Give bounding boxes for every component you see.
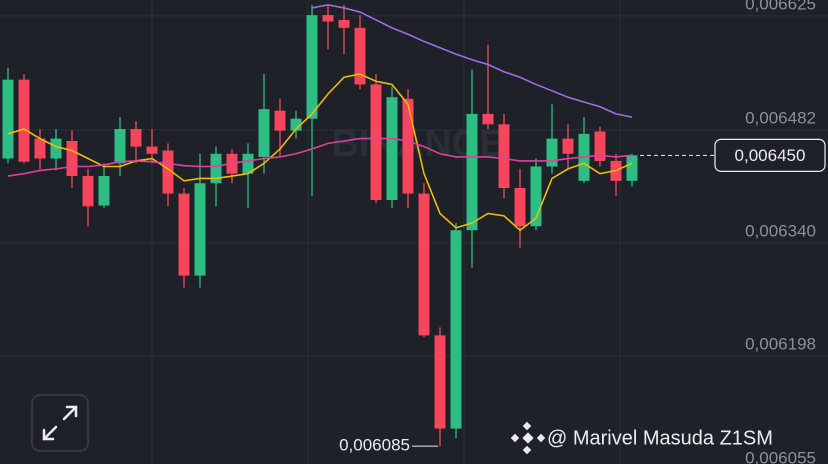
candle-body bbox=[546, 138, 558, 167]
candle-body bbox=[594, 131, 606, 161]
y-tick-label: 0,006340 bbox=[745, 221, 816, 240]
candle-body bbox=[290, 118, 302, 131]
candle-body bbox=[242, 153, 254, 174]
candle-body bbox=[354, 27, 366, 85]
candle-body bbox=[130, 129, 142, 147]
low-marker-label: 0,006085 bbox=[339, 436, 410, 455]
candle-body bbox=[274, 110, 286, 131]
candle-body bbox=[418, 193, 430, 336]
candle-body bbox=[434, 335, 446, 429]
y-tick-label: 0,006482 bbox=[745, 108, 816, 127]
candle-body bbox=[450, 230, 462, 429]
last-price-box bbox=[714, 138, 826, 172]
expand-icon bbox=[42, 405, 78, 441]
expand-button-frame[interactable] bbox=[31, 394, 89, 452]
candle-body bbox=[482, 113, 494, 125]
candle-body bbox=[386, 97, 398, 200]
y-tick-label: 0,006625 bbox=[745, 0, 816, 13]
candle-body bbox=[50, 138, 62, 159]
candle-body bbox=[370, 84, 382, 200]
candle-body bbox=[98, 176, 110, 206]
credit: @ Marivel Masuda Z1SM bbox=[547, 427, 773, 449]
moving-average-line bbox=[7, 137, 633, 177]
candle-body bbox=[2, 79, 14, 159]
candle-body bbox=[322, 15, 334, 22]
y-tick-label: 0,006055 bbox=[745, 448, 816, 464]
candle-body bbox=[466, 113, 478, 231]
candle-body bbox=[562, 138, 574, 154]
overlay: 0,006450 0,006085 bbox=[339, 138, 826, 455]
candle-body bbox=[18, 79, 30, 162]
candle-body bbox=[82, 176, 94, 207]
candle-body bbox=[338, 19, 350, 28]
candle-body bbox=[146, 146, 158, 154]
candle-body bbox=[178, 193, 190, 276]
plot bbox=[2, 3, 638, 447]
candle-body bbox=[514, 188, 526, 227]
candle-body bbox=[162, 150, 174, 194]
candle-body bbox=[210, 153, 222, 184]
candle-body bbox=[114, 129, 126, 164]
candle-body bbox=[498, 124, 510, 188]
candle-body bbox=[258, 109, 270, 157]
expand-button[interactable] bbox=[31, 394, 89, 452]
moving-average-line bbox=[7, 73, 633, 232]
candle-body bbox=[194, 183, 206, 276]
candle-body bbox=[530, 166, 542, 227]
candle-body bbox=[34, 138, 46, 159]
moving-average-line bbox=[311, 3, 633, 118]
y-tick-label: 0,006198 bbox=[745, 335, 816, 354]
candle-body bbox=[306, 15, 318, 119]
candle-body bbox=[626, 155, 638, 181]
last-price-label: 0,006450 bbox=[735, 146, 806, 165]
candle-body bbox=[66, 141, 78, 177]
candle-body bbox=[402, 98, 414, 194]
